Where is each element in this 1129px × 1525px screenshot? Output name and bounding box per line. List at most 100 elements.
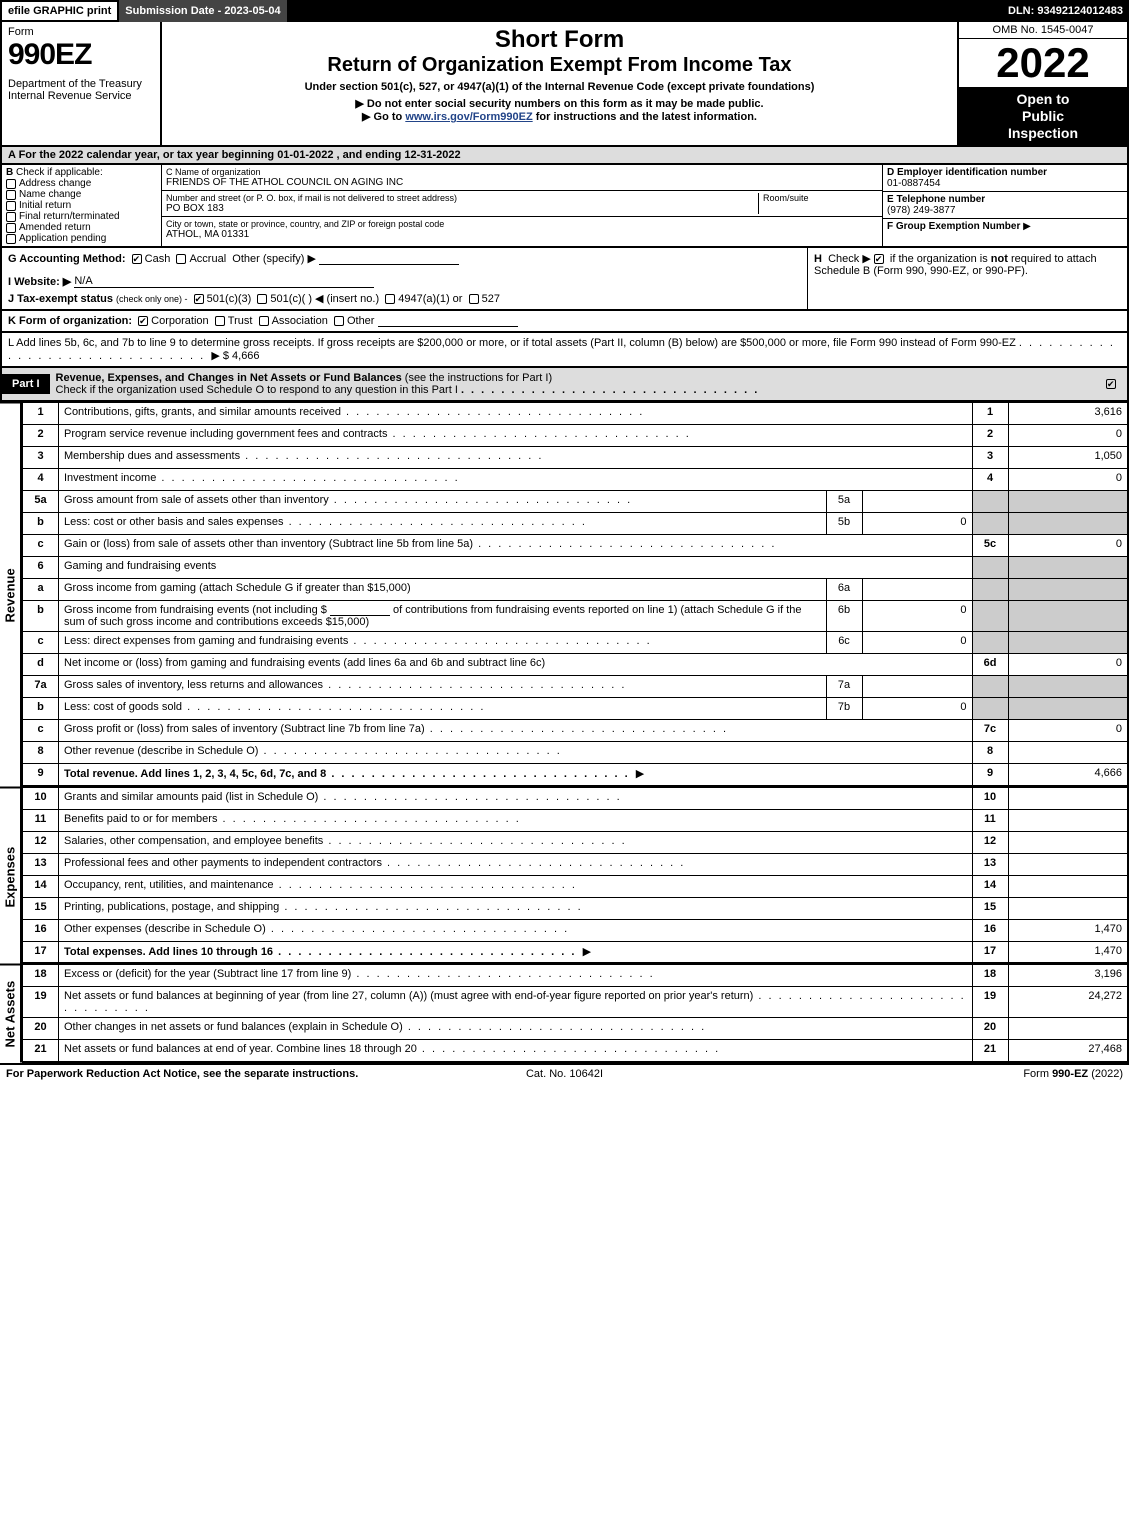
cb-trust[interactable] [215,316,225,326]
v5b: 0 [862,513,972,535]
r16: 16 [972,919,1008,941]
sha6 [1008,557,1128,579]
street-val: PO BOX 183 [166,203,758,214]
line-17: 17Total expenses. Add lines 10 through 1… [23,941,1129,963]
d14: Occupancy, rent, utilities, and maintena… [64,879,577,891]
r10: 10 [972,787,1008,809]
n7c: c [23,720,59,742]
street-label: Number and street (or P. O. box, if mail… [166,193,758,203]
cb-amended[interactable] [6,223,16,233]
expenses-sidelabel: Expenses [0,787,22,965]
s5b: 5b [826,513,862,535]
n18: 18 [23,965,59,987]
n21: 21 [23,1040,59,1062]
cb-pending[interactable] [6,234,16,244]
n6a: a [23,579,59,601]
r12: 12 [972,831,1008,853]
n14: 14 [23,875,59,897]
org-name: FRIENDS OF THE ATHOL COUNCIL ON AGING IN… [166,177,878,188]
cb-accrual[interactable] [176,254,186,264]
note-goto: Go to www.irs.gov/Form990EZ for instruct… [168,110,951,123]
phone-val: (978) 249-3877 [887,205,955,216]
cb-501c3[interactable] [194,294,204,304]
line-11: 11Benefits paid to or for members11 [23,809,1129,831]
revenue-sidelabel: Revenue [0,402,22,787]
d7b: Less: cost of goods sold [64,701,485,713]
v6a [862,579,972,601]
n17: 17 [23,941,59,963]
f-label: F Group Exemption Number [887,221,1020,232]
k-corp: Corporation [151,315,208,327]
cb-address[interactable] [6,179,16,189]
line-7c: c Gross profit or (loss) from sales of in… [23,720,1129,742]
department: Department of the Treasury Internal Reve… [8,78,154,102]
d15: Printing, publications, postage, and shi… [64,901,583,913]
d6a: Gross income from gaming (attach Schedul… [59,579,827,601]
sha6b [1008,601,1128,632]
cb-4947[interactable] [385,294,395,304]
v5a [862,491,972,513]
d1: Contributions, gifts, grants, and simila… [64,406,644,418]
sha6c [1008,632,1128,654]
r8: 8 [972,742,1008,764]
d6c: Less: direct expenses from gaming and fu… [64,635,652,647]
tax-year: 2022 [959,39,1127,87]
a20 [1008,1018,1128,1040]
arrow9 [636,768,644,780]
r21: 21 [972,1040,1008,1062]
n20: 20 [23,1018,59,1040]
gh-right: H Check ▶ if the organization is not req… [807,248,1127,309]
cb-other[interactable] [334,316,344,326]
row-a-period: A For the 2022 calendar year, or tax yea… [0,147,1129,165]
line-6c: c Less: direct expenses from gaming and f… [23,632,1129,654]
header-center: Short Form Return of Organization Exempt… [162,22,957,145]
other-field[interactable] [319,264,459,265]
r5c: 5c [972,535,1008,557]
form-word: Form [8,26,154,38]
a8 [1008,742,1128,764]
d20: Other changes in net assets or fund bala… [64,1021,706,1033]
expenses-table: 10Grants and similar amounts paid (list … [22,787,1129,965]
r7c: 7c [972,720,1008,742]
a4: 0 [1008,469,1128,491]
d21: Net assets or fund balances at end of ye… [64,1043,720,1055]
j1: 501(c)(3) [207,293,252,305]
line-21: 21 Net assets or fund balances at end of … [23,1040,1129,1062]
other-specify: Other (specify) ▶ [232,253,316,265]
line-6a: aGross income from gaming (attach Schedu… [23,579,1129,601]
fr-b: 990-EZ [1052,1068,1088,1080]
sha7b [1008,698,1128,720]
d16: Other expenses (describe in Schedule O) [64,923,569,935]
a15 [1008,897,1128,919]
cb-cash[interactable] [132,254,142,264]
room-label: Room/suite [763,193,878,203]
cb-527[interactable] [469,294,479,304]
n4: 4 [23,469,59,491]
a19: 24,272 [1008,987,1128,1018]
k-other-field[interactable] [378,326,518,327]
under-section: Under section 501(c), 527, or 4947(a)(1)… [168,81,951,93]
k-assoc: Association [272,315,328,327]
part1-note: (see the instructions for Part I) [405,372,552,384]
cb-assoc[interactable] [259,316,269,326]
n19: 19 [23,987,59,1018]
cb-initial[interactable] [6,201,16,211]
cb-name[interactable] [6,190,16,200]
r11: 11 [972,809,1008,831]
sh6a [972,579,1008,601]
d7c: Gross profit or (loss) from sales of inv… [64,723,728,735]
row-l: L Add lines 5b, 6c, and 7b to line 9 to … [0,333,1129,368]
cb-final[interactable] [6,212,16,222]
k-label: K Form of organization: [8,315,132,327]
irs-link[interactable]: www.irs.gov/Form990EZ [405,111,532,123]
cb-501c[interactable] [257,294,267,304]
n6c: c [23,632,59,654]
d13: Professional fees and other payments to … [64,857,685,869]
cb-h[interactable] [874,254,884,264]
sh5a [972,491,1008,513]
cb-corp[interactable] [138,316,148,326]
cb-part1-o[interactable] [1106,379,1116,389]
opt-address: Address change [19,178,91,189]
s7b: 7b [826,698,862,720]
form-header: Form 990EZ Department of the Treasury In… [0,22,1129,147]
